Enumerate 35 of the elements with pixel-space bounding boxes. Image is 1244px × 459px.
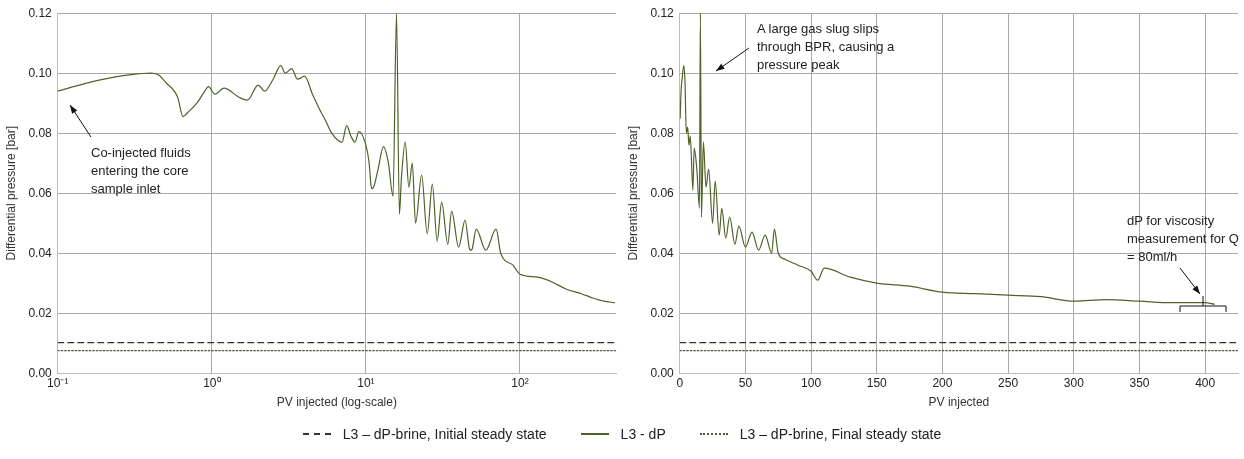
- x-axis-title: PV injected (log-scale): [276, 395, 397, 410]
- y-tick-label: 0.04: [28, 245, 53, 260]
- x-tick-label: 300: [1063, 375, 1085, 390]
- y-tick-label: 0.02: [28, 305, 53, 320]
- y-tick-label: 0.10: [28, 65, 53, 80]
- y-tick-label: 0.12: [28, 5, 53, 20]
- legend-label: L3 – dP-brine, Final steady state: [739, 426, 942, 442]
- y-tick-label: 0.04: [650, 245, 675, 260]
- legend-label: L3 – dP-brine, Initial steady state: [342, 426, 547, 442]
- annotation: dP for viscosity measurement for Q = 80ml/h: [1127, 212, 1239, 266]
- y-tick-label: 0.00: [650, 365, 675, 380]
- y-axis-title: Differential pressure [bar]: [3, 125, 18, 261]
- x-axis-title: PV injected: [928, 395, 990, 410]
- y-tick-label: 0.08: [650, 125, 675, 140]
- y-tick-label: 0.12: [650, 5, 675, 20]
- annotation: A large gas slug slips through BPR, causing a pressure peak: [757, 20, 896, 74]
- x-tick-label: 400: [1195, 375, 1216, 390]
- x-tick-label: 10¹: [357, 375, 375, 390]
- y-tick-label: 0.02: [650, 305, 675, 320]
- y-tick-label: 0.10: [650, 65, 675, 80]
- y-tick-label: 0.06: [650, 185, 675, 200]
- y-axis-title: Differential pressure [bar]: [625, 125, 640, 261]
- x-tick-label: 100: [801, 375, 822, 390]
- y-tick-label: 0.08: [28, 125, 53, 140]
- x-tick-label: 10⁰: [203, 375, 221, 390]
- legend-label: L3 - dP: [620, 426, 666, 442]
- annotation: Co-injected fluids entering the core sample inlet: [91, 144, 192, 198]
- x-tick-label: 150: [866, 375, 888, 390]
- x-tick-label: 200: [932, 375, 953, 390]
- x-tick-label: 0: [676, 375, 684, 390]
- x-tick-label: 10²: [511, 375, 529, 390]
- x-tick-label: 350: [1129, 375, 1150, 390]
- x-tick-label: 250: [998, 375, 1019, 390]
- y-tick-label: 0.06: [28, 185, 53, 200]
- x-tick-label: 50: [738, 375, 753, 390]
